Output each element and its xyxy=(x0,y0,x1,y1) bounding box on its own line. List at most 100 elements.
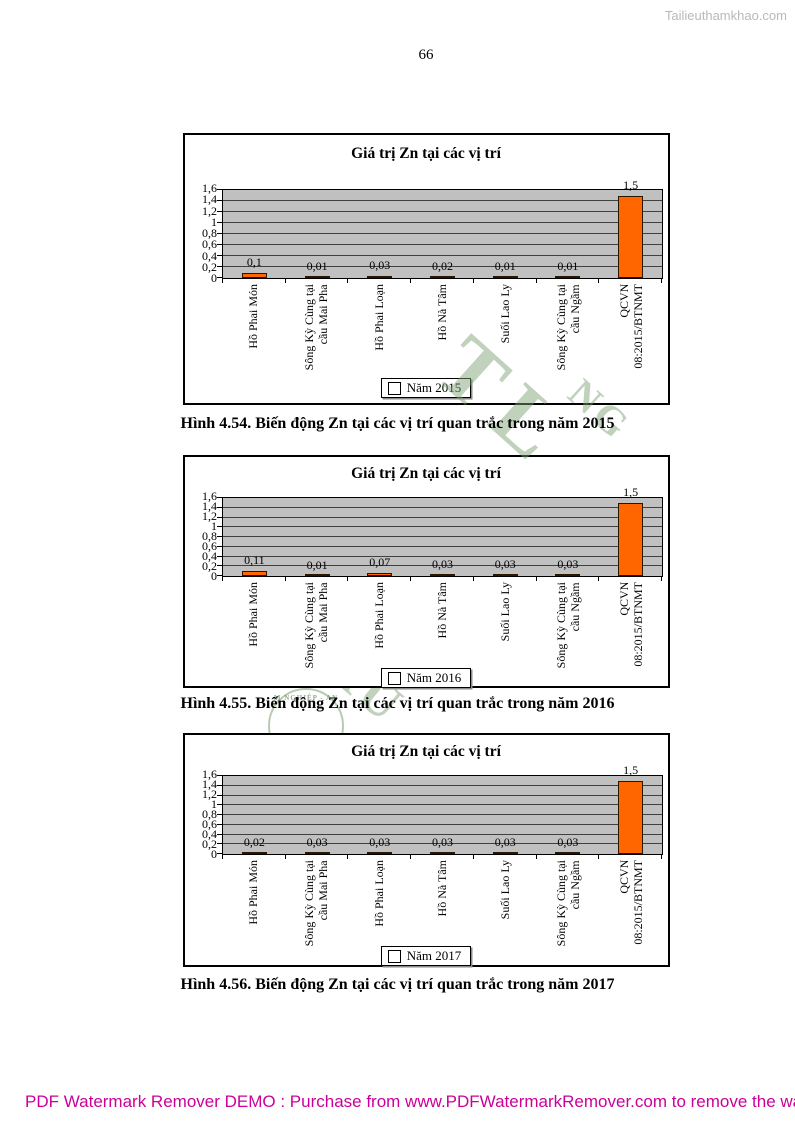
data-label: 0,02 xyxy=(243,835,265,850)
x-tick-mark xyxy=(222,854,223,859)
x-tick-mark xyxy=(284,854,286,859)
gridline xyxy=(223,555,662,557)
data-label: 0,03 xyxy=(369,258,391,273)
y-tick-label: 0 xyxy=(211,847,217,861)
bar xyxy=(618,780,644,854)
bar xyxy=(430,574,455,576)
y-tick-label: 1,2 xyxy=(202,203,217,218)
x-tick-mark xyxy=(347,278,349,283)
gridline xyxy=(223,266,662,267)
gridline xyxy=(223,794,662,796)
legend-swatch xyxy=(387,381,401,395)
y-tick-mark xyxy=(217,814,223,815)
x-category-slot: QCVN 08:2015/BTNMT xyxy=(600,855,663,946)
page-number: 66 xyxy=(418,47,434,63)
y-tick-mark xyxy=(217,843,223,845)
x-category-label: Hồ Phai Món xyxy=(245,860,260,925)
figure-caption: Hình 4.55. Biến động Zn tại các vị trí q… xyxy=(180,695,615,712)
bar xyxy=(304,574,330,576)
x-category-label: Sông Kỳ Cùng tại cầu Mai Pha xyxy=(301,284,330,371)
plot-area: 0,1 0,01 0,03 0,02 0,01 0,01 1,5 xyxy=(217,178,663,283)
chart-title: Giá trị Zn tại các vị trí xyxy=(351,465,501,482)
figure-caption: Hình 4.54. Biến động Zn tại các vị trí q… xyxy=(180,415,615,432)
x-tick-mark xyxy=(222,576,223,581)
gridline xyxy=(223,804,662,806)
legend-label: Năm 2016 xyxy=(406,670,462,686)
x-category-slot: Suối Lao Ly xyxy=(474,279,537,370)
x-tick-mark xyxy=(535,854,537,859)
x-category-slot: Hồ Phai Loạn xyxy=(348,279,411,370)
x-category-label: QCVN 08:2015/BTNMT xyxy=(616,582,645,667)
y-tick-mark xyxy=(217,823,223,825)
x-category-slot: Hồ Phai Loạn xyxy=(348,855,411,946)
data-label: 0,07 xyxy=(369,554,391,569)
gridline xyxy=(223,814,662,815)
bar xyxy=(241,272,267,278)
x-category-slot: Sông Kỳ Cùng tại cầu Mai Pha xyxy=(285,279,348,370)
bar xyxy=(304,276,330,278)
x-category-label: Hồ Phai Loạn xyxy=(371,582,386,649)
y-tick-label: 1,4 xyxy=(202,777,217,791)
y-tick-mark xyxy=(217,266,223,267)
x-axis-labels: Hồ Phai Món Sông Kỳ Cùng tại cầu Mai Pha H… xyxy=(222,855,663,946)
y-tick-mark xyxy=(217,516,223,518)
gridline xyxy=(223,784,662,786)
gridline xyxy=(223,233,662,234)
x-category-label: Hồ Phai Món xyxy=(245,284,260,349)
y-tick-mark xyxy=(217,233,223,234)
data-label: 0,03 xyxy=(557,556,579,571)
y-tick-label: 1,6 xyxy=(202,767,217,781)
y-tick-mark xyxy=(217,565,223,567)
data-label: 0,03 xyxy=(432,556,453,571)
x-tick-mark xyxy=(472,278,474,283)
y-tick-label: 0,6 xyxy=(202,539,217,553)
x-category-slot: Suối Lao Ly xyxy=(474,577,537,668)
data-label: 0,03 xyxy=(306,834,328,849)
data-label: 0,01 xyxy=(306,259,328,274)
y-tick-label: 0,8 xyxy=(202,226,217,240)
x-category-label: Hồ Phai Loạn xyxy=(371,860,386,927)
figure-caption: Hình 4.56. Biến động Zn tại các vị trí q… xyxy=(180,976,615,993)
x-category-slot: Hồ Phai Món xyxy=(222,279,285,370)
x-category-label: QCVN 08:2015/BTNMT xyxy=(616,284,645,369)
x-tick-mark xyxy=(661,854,662,859)
x-category-label: QCVN 08:2015/BTNMT xyxy=(616,860,645,945)
bar xyxy=(618,195,644,278)
x-category-slot: Sông Kỳ Cùng tại cầu Ngầm xyxy=(537,855,600,946)
x-tick-mark xyxy=(410,854,412,859)
y-tick-mark xyxy=(217,211,223,212)
bar xyxy=(618,502,644,576)
gridline xyxy=(223,536,662,537)
chart-title: Giá trị Zn tại các vị trí xyxy=(351,145,501,162)
y-tick-label: 1 xyxy=(211,214,217,229)
x-tick-mark xyxy=(347,576,349,581)
x-tick-mark xyxy=(661,576,662,581)
bar xyxy=(492,276,518,278)
y-tick-label: 1,2 xyxy=(202,509,217,523)
bar xyxy=(430,276,455,278)
gridline xyxy=(223,545,662,547)
data-label: 0,1 xyxy=(246,254,262,269)
bar xyxy=(304,852,330,854)
x-tick-mark xyxy=(535,278,537,283)
bar xyxy=(367,852,393,854)
x-category-label: Suối Lao Ly xyxy=(497,860,512,920)
bar xyxy=(241,852,267,854)
x-category-label: Sông Kỳ Cùng tại cầu Ngầm xyxy=(553,582,582,669)
x-category-label: Hồ Nà Tâm xyxy=(434,860,449,917)
chart-title: Giá trị Zn tại các vị trí xyxy=(351,743,501,760)
y-tick-label: 0 xyxy=(211,271,217,285)
y-tick-label: 0,2 xyxy=(202,837,217,851)
plot-wrapper: 0 0,2 0,4 0,6 0,8 1 1,2 1,4 1,6 0,02 0,03 0,03 0,03… xyxy=(189,763,663,946)
data-label: 1,5 xyxy=(623,484,639,499)
x-tick-mark xyxy=(598,854,600,859)
y-tick-mark xyxy=(217,545,223,547)
y-tick-label: 1 xyxy=(211,519,217,533)
y-tick-label: 1,4 xyxy=(202,499,217,513)
x-tick-mark xyxy=(535,576,537,581)
x-category-slot: Sông Kỳ Cùng tại cầu Ngầm xyxy=(537,279,600,370)
x-category-label: Sông Kỳ Cùng tại cầu Ngầm xyxy=(553,860,582,947)
x-category-slot: Hồ Phai Món xyxy=(222,577,285,668)
y-axis: 0 0,2 0,4 0,6 0,8 1 1,2 1,4 1,6 xyxy=(189,490,222,582)
y-tick-mark xyxy=(217,189,223,190)
